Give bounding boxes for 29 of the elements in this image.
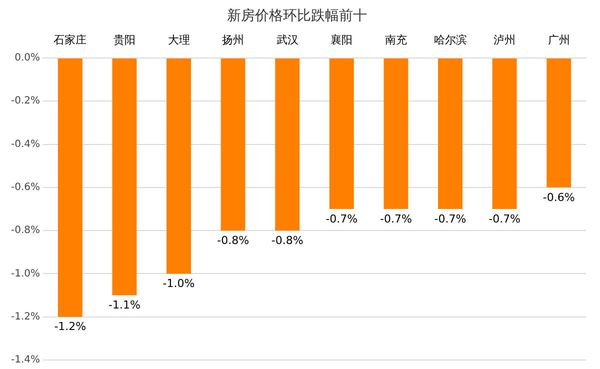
y-tick-label: -0.2% <box>11 96 40 107</box>
x-tick-label: 南充 <box>384 33 407 46</box>
chart-title: 新房价格环比跌幅前十 <box>227 8 367 24</box>
data-label: -0.7% <box>380 212 412 226</box>
x-tick-label: 武汉 <box>276 33 298 46</box>
y-tick-label: 0.0% <box>14 52 40 64</box>
data-label: -1.2% <box>54 320 86 334</box>
x-tick-label: 贵阳 <box>113 33 136 46</box>
data-label: -0.7% <box>434 212 466 226</box>
x-tick-label: 广州 <box>548 33 570 46</box>
data-label: -0.8% <box>217 234 250 247</box>
x-tick-label: 大理 <box>168 33 190 46</box>
y-tick-label: -0.4% <box>11 138 40 150</box>
x-tick-label: 哈尔滨 <box>434 33 467 46</box>
x-tick-label: 扬州 <box>222 33 244 46</box>
y-tick-label: -1.0% <box>11 268 40 280</box>
y-tick-label: -1.2% <box>11 311 40 322</box>
data-label: -0.7% <box>488 212 521 226</box>
y-tick-label: -1.4% <box>11 354 40 366</box>
y-tick-label: -0.6% <box>11 182 40 194</box>
data-label: -0.7% <box>326 212 358 226</box>
x-tick-label: 石家庄 <box>54 33 87 46</box>
y-tick-label: -0.8% <box>11 225 40 236</box>
data-label: -0.6% <box>542 190 575 204</box>
x-tick-label: 泸州 <box>494 33 516 46</box>
data-label: -1.0% <box>162 277 195 290</box>
x-tick-label: 襄阳 <box>330 33 353 46</box>
data-label: -1.1% <box>108 298 140 312</box>
data-label: -0.8% <box>271 234 304 247</box>
